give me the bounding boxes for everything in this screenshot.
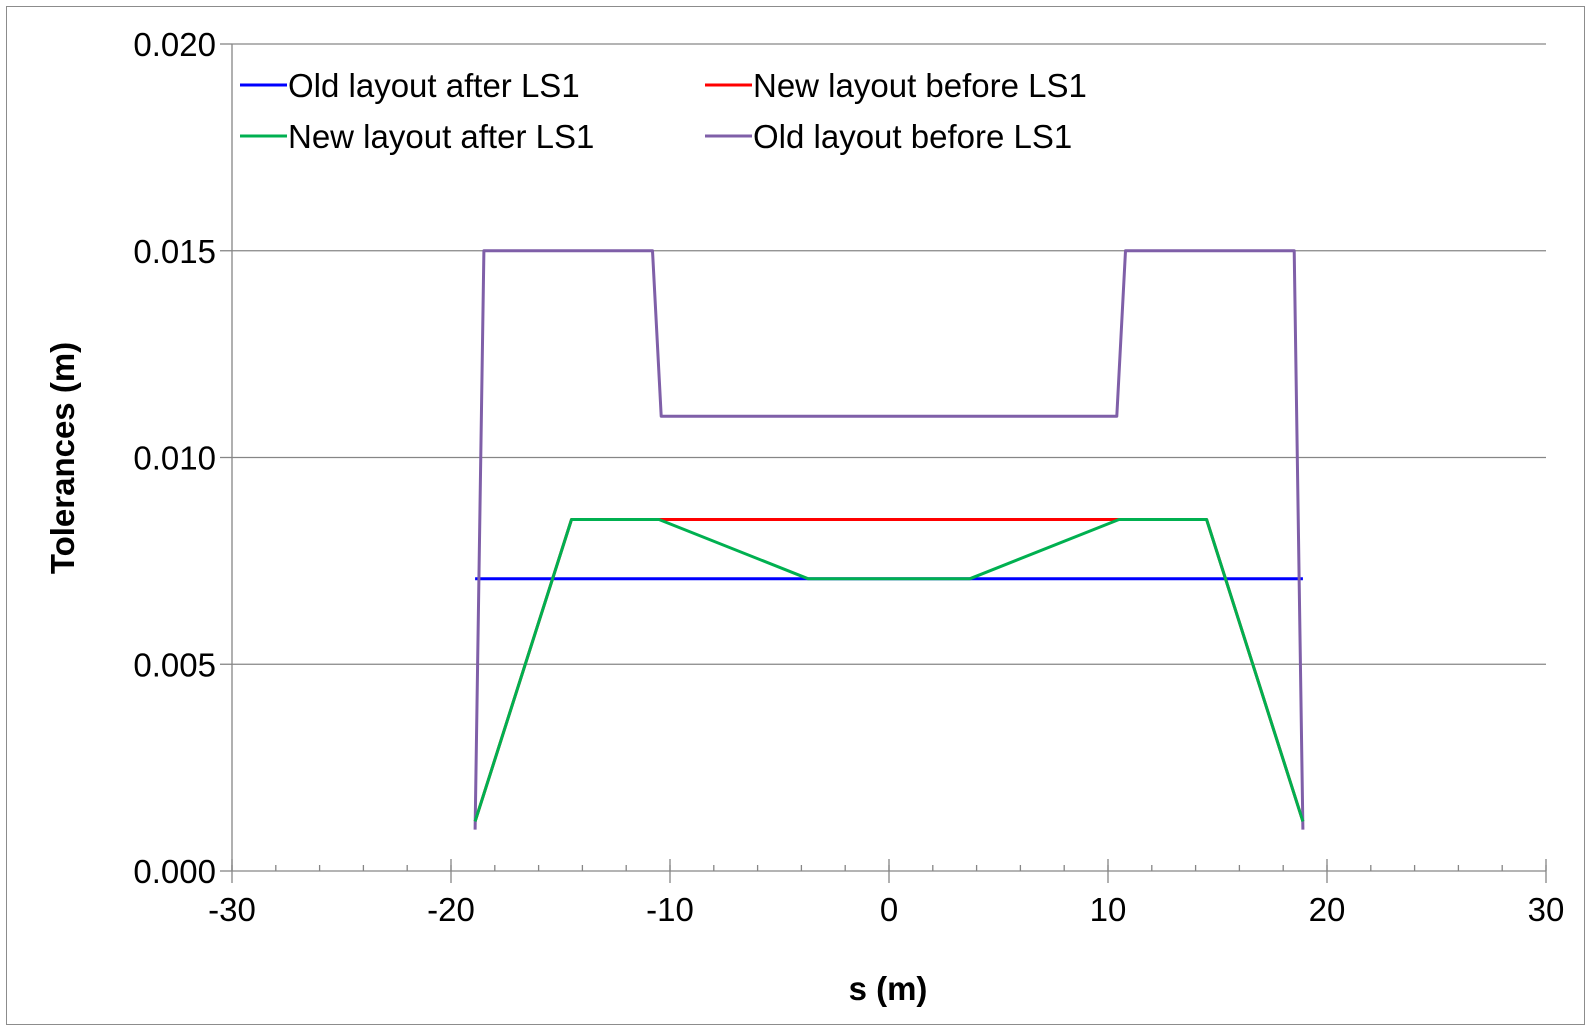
x-tick-label: -10 [646,891,694,928]
legend-label-old-layout-after-ls1: Old layout after LS1 [288,67,580,104]
legend-label-old-layout-before-ls1: Old layout before LS1 [753,118,1072,155]
x-tick-label: 10 [1090,891,1127,928]
series-line-new-layout-before-ls1 [473,518,1305,822]
y-tick-label: 0.005 [133,646,216,683]
y-axis-title: Tolerances (m) [44,342,81,574]
chart-frame [6,6,1585,1025]
series-line-old-layout-before-ls1 [473,249,1305,830]
x-tick-label: -20 [427,891,475,928]
legend-label-new-layout-before-ls1: New layout before LS1 [753,67,1087,104]
y-tick-label: 0.015 [133,233,216,270]
x-tick-label: 30 [1528,891,1565,928]
x-tick-label: -30 [208,891,256,928]
x-tick-label: 0 [880,891,898,928]
gridlines [232,43,1546,665]
legend: Old layout after LS1 New layout before LS… [240,67,1087,155]
series-line-new-layout-after-ls1 [473,518,1305,822]
y-tick-label: 0.000 [133,853,216,890]
y-tick-label: 0.020 [133,26,216,63]
series-lines [473,249,1305,830]
x-tick-label: 20 [1309,891,1346,928]
x-axis-title: s (m) [849,970,928,1007]
y-tick-label: 0.010 [133,440,216,477]
axes [220,43,1547,883]
tick-labels: 0.000 0.005 0.010 0.015 0.020 -30 -20 -10 0 10 20 3… [133,26,1564,928]
legend-label-new-layout-after-ls1: New layout after LS1 [288,118,594,155]
